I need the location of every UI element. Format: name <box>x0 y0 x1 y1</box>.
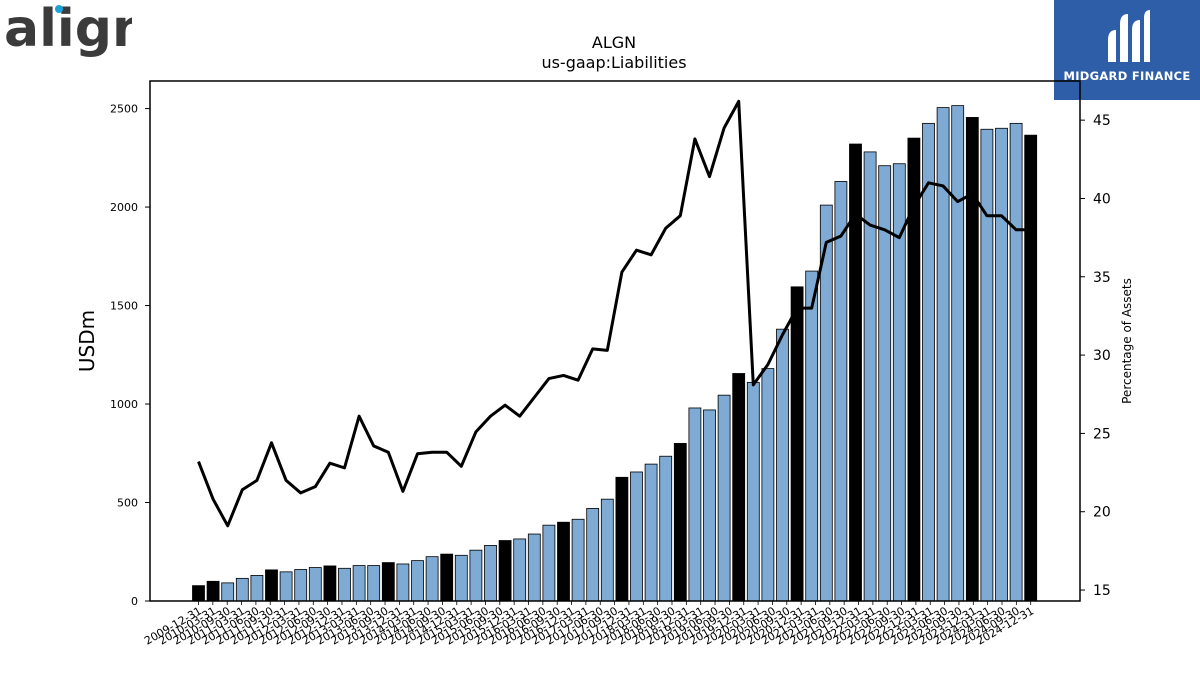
midgard-finance-logo: MIDGARD FINANCE <box>1054 0 1200 100</box>
bar <box>352 565 366 602</box>
right-y-tick-label: 30 <box>1093 348 1111 364</box>
bar <box>454 554 468 602</box>
plot-frame <box>149 80 1081 602</box>
bar <box>557 521 570 602</box>
bar <box>265 569 278 602</box>
bar <box>761 368 775 602</box>
bar <box>469 549 483 602</box>
bar <box>980 128 994 602</box>
bar <box>308 567 322 602</box>
left-y-axis: 0 500 1000 1500 2000 2500 <box>110 103 150 608</box>
right-y-tick-label: 20 <box>1093 505 1111 521</box>
bar <box>849 143 862 602</box>
bar <box>440 553 454 602</box>
bar <box>600 498 614 602</box>
percentage-line <box>197 99 1031 528</box>
bar <box>338 567 351 602</box>
y-tick-label: 500 <box>117 497 138 510</box>
bar <box>936 107 950 602</box>
chart-title: ALGN <box>592 33 636 52</box>
line-series <box>197 99 1031 528</box>
bar <box>192 585 205 602</box>
bar <box>673 443 687 602</box>
bar-series <box>192 105 1038 602</box>
bar <box>586 508 600 602</box>
bar <box>206 580 220 602</box>
bar <box>1009 122 1023 602</box>
bar <box>542 524 556 602</box>
bar <box>834 181 848 602</box>
x-axis: 2009-12-312010-03-312010-09-302011-03-31… <box>142 601 1036 648</box>
bar <box>703 409 716 602</box>
bar <box>659 455 673 602</box>
align-logo-dot <box>55 5 63 13</box>
bar <box>922 122 935 602</box>
right-y-tick-label: 15 <box>1093 583 1111 599</box>
bar <box>235 577 249 602</box>
align-logo-text: align <box>4 0 132 59</box>
bar <box>571 518 585 602</box>
right-y-tick-label: 40 <box>1093 191 1111 207</box>
bar <box>776 328 789 602</box>
bar <box>644 463 658 602</box>
bar <box>513 538 527 602</box>
bar <box>688 407 702 602</box>
y-axis-label: USDm <box>75 310 99 372</box>
bar <box>221 582 235 602</box>
bar <box>805 270 819 602</box>
bar <box>630 471 643 602</box>
bar <box>484 545 497 602</box>
align-logo: align <box>2 0 149 62</box>
bar <box>425 556 439 602</box>
bar <box>367 565 381 602</box>
bar <box>294 569 308 602</box>
y-tick-label: 2500 <box>110 103 138 116</box>
bar <box>411 560 424 602</box>
right-y-axis: 15 20 25 30 35 40 45 <box>1080 113 1111 599</box>
bar <box>746 381 760 602</box>
bar <box>863 151 877 602</box>
bar <box>717 394 731 602</box>
bar <box>279 571 293 602</box>
midgard-emblem-icon <box>1108 10 1150 62</box>
right-y-tick-label: 25 <box>1093 426 1111 442</box>
midgard-finance-brand-text: MIDGARD FINANCE <box>1063 69 1191 83</box>
bar <box>498 540 512 602</box>
y-tick-label: 1000 <box>110 398 138 411</box>
bar <box>250 574 264 602</box>
bar <box>732 373 746 602</box>
bar <box>790 286 804 602</box>
y-tick-label: 1500 <box>110 300 138 313</box>
bar <box>951 105 965 602</box>
bar <box>995 127 1008 602</box>
bar <box>381 562 395 602</box>
y-tick-label: 0 <box>131 595 138 608</box>
chart-subtitle: us-gaap:Liabilities <box>541 53 686 72</box>
bar <box>1024 134 1038 602</box>
bar <box>965 117 979 602</box>
right-y-axis-label: Percentage of Assets <box>1120 278 1134 404</box>
bar <box>527 533 541 602</box>
bar <box>396 563 410 602</box>
right-y-tick-label: 45 <box>1093 113 1111 129</box>
bar <box>323 565 337 602</box>
y-tick-label: 2000 <box>110 201 138 214</box>
bar <box>615 476 629 602</box>
right-y-tick-label: 35 <box>1093 270 1111 286</box>
